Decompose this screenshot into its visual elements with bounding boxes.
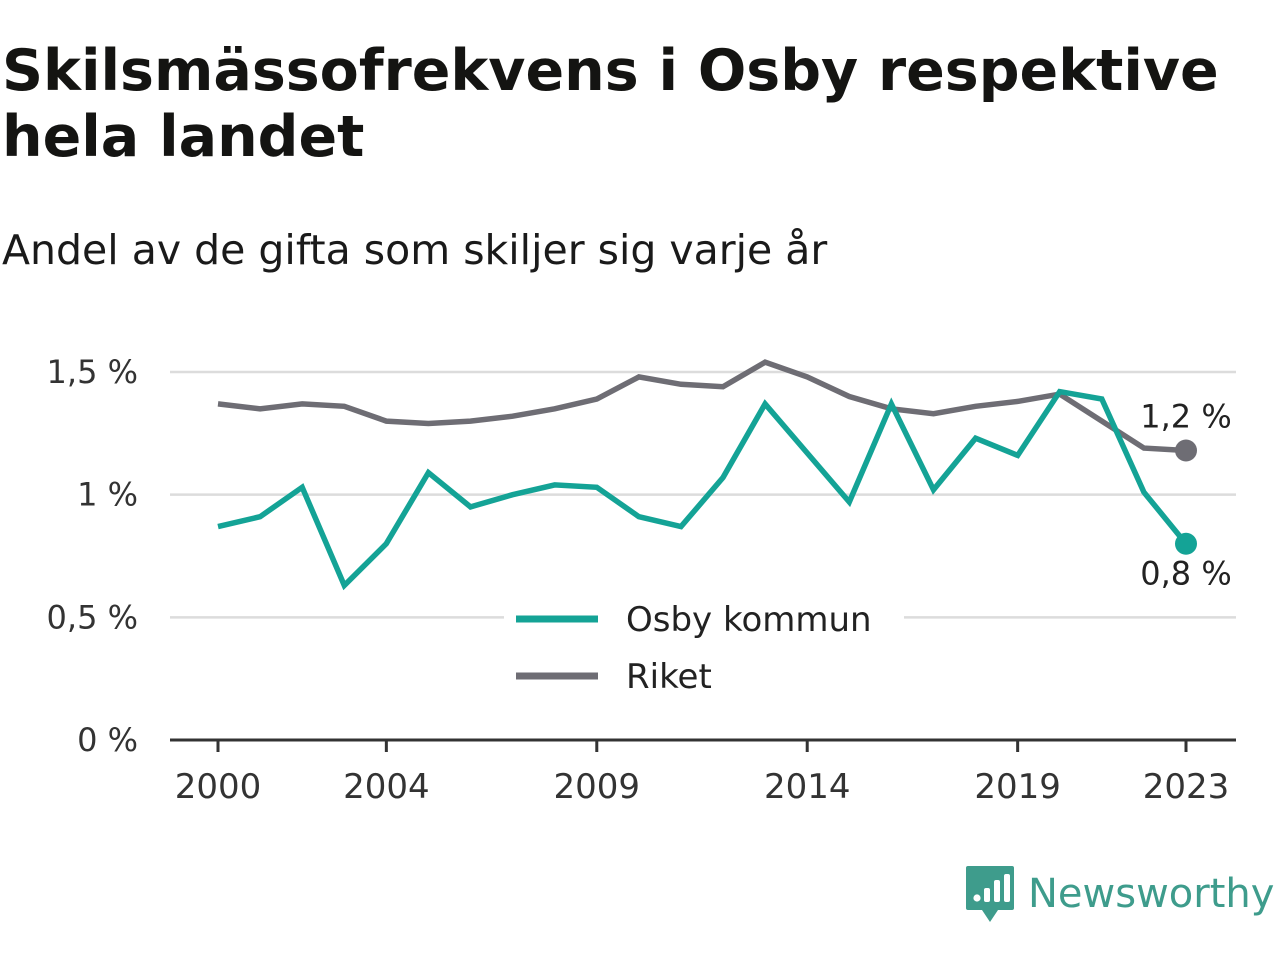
series-lines xyxy=(217,359,1189,591)
x-tick-label: 2019 xyxy=(974,767,1061,807)
series-end-label: 1,2 % xyxy=(1140,398,1231,436)
y-tick-label: 1,5 % xyxy=(47,353,138,391)
y-axis-ticks: 0 % 0,5 % 1 % 1,5 % xyxy=(47,353,138,759)
x-tick-label: 2014 xyxy=(764,767,851,807)
brand-name: Newsworthy xyxy=(1028,871,1275,917)
series-line xyxy=(217,359,1187,454)
legend: Osby kommun Riket xyxy=(504,594,904,704)
series-end-point xyxy=(1175,532,1197,555)
y-tick-label: 1 % xyxy=(77,476,138,514)
y-tick-label: 0 % xyxy=(77,721,138,759)
x-tick-label: 2000 xyxy=(175,767,262,807)
series-end-label: 0,8 % xyxy=(1140,555,1231,593)
legend-label: Riket xyxy=(626,657,712,697)
x-axis: 2000 2004 2009 2014 2019 2023 xyxy=(170,738,1236,807)
x-tick-label: 2004 xyxy=(343,767,430,807)
newsworthy-logo-icon xyxy=(966,866,1014,922)
grid-lines xyxy=(170,370,1236,619)
series-end-points: 0,8 % 1,2 % xyxy=(1140,398,1231,593)
series-line xyxy=(217,388,1189,591)
chart-subtitle: Andel av de gifta som skiljer sig varje … xyxy=(2,226,828,274)
series-end-point xyxy=(1175,439,1197,462)
legend-background xyxy=(504,594,904,704)
x-tick-label: 2009 xyxy=(554,767,641,807)
legend-label: Osby kommun xyxy=(626,600,872,640)
chart-title: Skilsmässofrekvens i Osby respektive hel… xyxy=(2,38,1219,170)
x-tick-label: 2023 xyxy=(1143,767,1230,807)
y-tick-label: 0,5 % xyxy=(47,598,138,636)
newsworthy-brand[interactable]: Newsworthy xyxy=(964,864,1274,924)
